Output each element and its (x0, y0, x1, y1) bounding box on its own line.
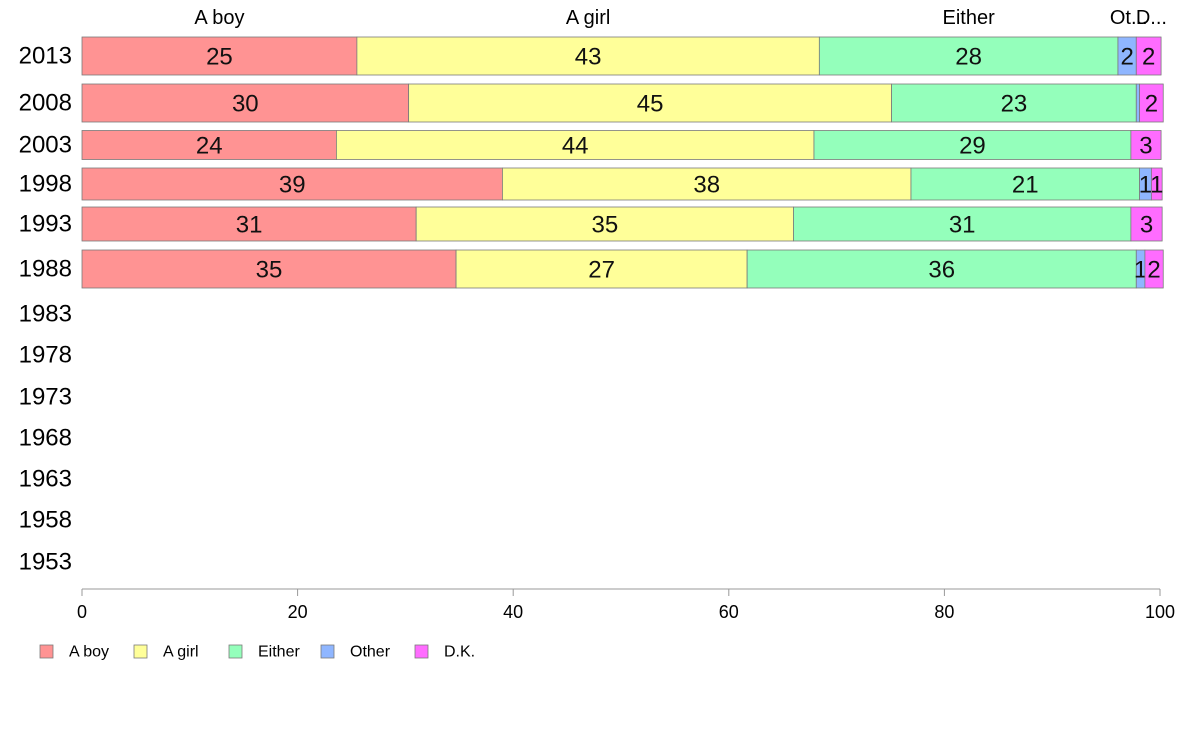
data-label-1988-dk: 2 (1147, 257, 1160, 284)
bar-1988-dk (1144, 249, 1164, 289)
legend-label-aboy: A boy (69, 644, 109, 661)
bar-2008-other (1135, 83, 1140, 123)
data-label-2013-agirl: 43 (575, 44, 602, 71)
bar-2003-aboy (81, 130, 337, 160)
bar-1988-aboy (81, 249, 457, 289)
data-label-2013-either: 28 (955, 44, 982, 71)
data-label-1998-agirl: 38 (693, 172, 720, 199)
column-header-4: Ot... (1110, 7, 1148, 29)
data-label-1988-other: 1 (1134, 257, 1147, 284)
year-label-1998: 1998 (19, 171, 72, 198)
data-label-2003-dk: 3 (1139, 133, 1152, 160)
column-header-5: D... (1136, 7, 1167, 29)
bar-2008-dk (1139, 83, 1164, 123)
data-label-1998-aboy: 39 (279, 172, 306, 199)
data-label-2008-dk: 2 (1145, 91, 1158, 118)
x-tick-label-40: 40 (503, 602, 523, 622)
bar-1993-agirl (415, 206, 794, 242)
bar-2008-either (891, 83, 1137, 123)
bar-1993-dk (1130, 206, 1163, 242)
data-label-1993-aboy: 31 (236, 212, 263, 239)
data-label-1988-aboy: 35 (256, 257, 283, 284)
year-label-1963: 1963 (19, 466, 72, 493)
x-tick-label-100: 100 (1145, 602, 1175, 622)
legend-label-agirl: A girl (163, 644, 199, 661)
data-label-1998-either: 21 (1012, 172, 1039, 199)
year-label-1973: 1973 (19, 384, 72, 411)
x-tick-label-80: 80 (934, 602, 954, 622)
data-label-2003-either: 29 (959, 133, 986, 160)
year-label-1993: 1993 (19, 211, 72, 238)
bar-2008-agirl (408, 83, 892, 123)
x-tick-label-0: 0 (77, 602, 87, 622)
data-label-2013-dk: 2 (1142, 44, 1155, 71)
column-header-3: Either (943, 7, 996, 29)
legend-swatch-dk (414, 644, 429, 659)
bar-2013-dk (1135, 36, 1162, 76)
legend-swatch-agirl (133, 644, 148, 659)
year-label-1988: 1988 (19, 256, 72, 283)
data-label-2003-aboy: 24 (196, 133, 223, 160)
data-label-2003-agirl: 44 (562, 133, 589, 160)
year-label-2013: 2013 (19, 43, 72, 70)
data-label-2008-aboy: 30 (232, 91, 259, 118)
data-label-1998-dk: 1 (1150, 172, 1163, 199)
year-label-1983: 1983 (19, 301, 72, 328)
data-label-1993-either: 31 (949, 212, 976, 239)
data-label-1998-other: 1 (1139, 172, 1152, 199)
year-label-2003: 2003 (19, 132, 72, 159)
year-label-2008: 2008 (19, 90, 72, 117)
data-label-1993-agirl: 35 (591, 212, 618, 239)
bar-1988-either (746, 249, 1137, 289)
legend-swatch-aboy (39, 644, 54, 659)
bar-2008-aboy (81, 83, 410, 123)
legend-label-either: Either (258, 644, 300, 661)
x-tick-label-60: 60 (719, 602, 739, 622)
data-label-2008-agirl: 45 (637, 91, 664, 118)
column-header-2: A girl (566, 7, 610, 29)
year-label-1958: 1958 (19, 507, 72, 534)
data-label-1988-agirl: 27 (588, 257, 615, 284)
legend-swatch-other (320, 644, 335, 659)
bar-1998-dk (1150, 167, 1163, 201)
x-tick-label-20: 20 (288, 602, 308, 622)
legend-label-other: Other (350, 644, 391, 661)
legend-swatch-either (228, 644, 243, 659)
data-label-2013-aboy: 25 (206, 44, 233, 71)
bar-2003-either (813, 130, 1132, 160)
bar-1993-either (793, 206, 1132, 242)
bar-1998-either (910, 167, 1140, 201)
data-label-1993-dk: 3 (1140, 212, 1153, 239)
data-label-1988-either: 36 (928, 257, 955, 284)
bar-2013-agirl (356, 36, 820, 76)
bar-1998-aboy (81, 167, 503, 201)
year-label-1953: 1953 (19, 549, 72, 576)
data-label-2008-either: 23 (1001, 91, 1028, 118)
legend-label-dk: D.K. (444, 644, 475, 661)
bar-2003-dk (1130, 130, 1162, 160)
year-label-1968: 1968 (19, 425, 72, 452)
bar-1988-agirl (455, 249, 748, 289)
column-header-1: A boy (194, 7, 244, 29)
bar-1998-agirl (502, 167, 912, 201)
year-label-1978: 1978 (19, 342, 72, 369)
data-label-2013-other: 2 (1120, 44, 1133, 71)
